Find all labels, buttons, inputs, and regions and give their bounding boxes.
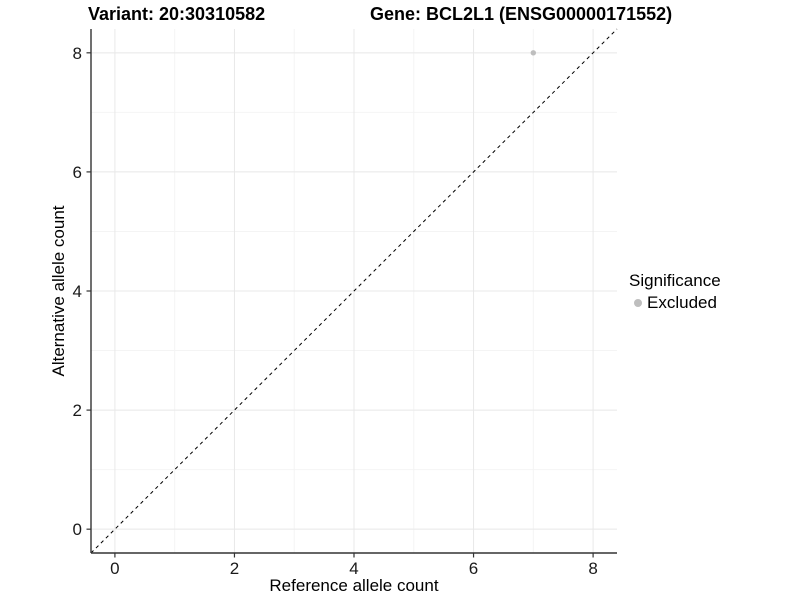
data-point [530, 50, 537, 56]
x-tick-label: 2 [230, 559, 239, 578]
y-tick-label: 4 [73, 282, 82, 301]
x-tick-label: 8 [588, 559, 597, 578]
y-tick-label: 0 [73, 520, 82, 539]
legend-title: Significance [629, 271, 721, 290]
gene-title: Gene: BCL2L1 (ENSG00000171552) [370, 4, 673, 24]
excluded-point-icon [634, 299, 642, 307]
y-tick-label: 2 [73, 401, 82, 420]
x-tick-label: 4 [349, 559, 358, 578]
legend: Significance Excluded [629, 271, 721, 313]
y-axis-title: Alternative allele count [49, 205, 68, 377]
legend-key [629, 294, 647, 312]
variant-title: Variant: 20:30310582 [88, 4, 266, 24]
legend-item-excluded: Excluded [629, 293, 721, 313]
y-tick-label: 8 [73, 44, 82, 63]
y-tick-label: 6 [73, 163, 82, 182]
legend-item-label: Excluded [647, 293, 717, 312]
plot-panel: 0 2 4 6 8 0 2 4 6 8 [73, 28, 618, 578]
x-tick-label: 0 [110, 559, 119, 578]
scatter-plot-canvas: 0 2 4 6 8 0 2 4 6 8 [73, 28, 618, 578]
x-axis-title: Reference allele count [269, 576, 439, 595]
identity-reference-line [90, 28, 618, 554]
x-tick-label: 6 [469, 559, 478, 578]
